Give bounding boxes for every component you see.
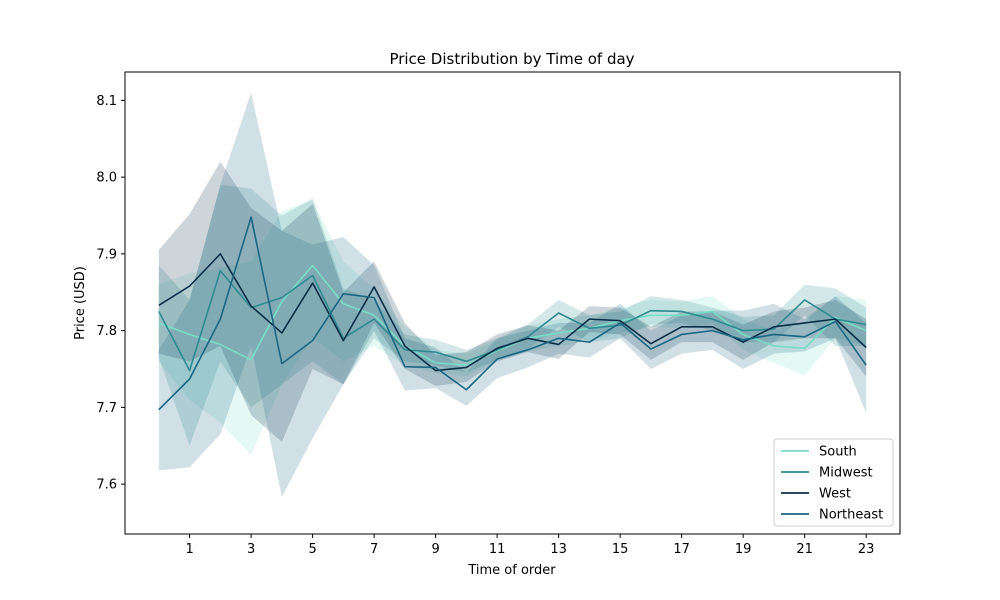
band-west [158,161,867,442]
y-tick-label: 7.6 [96,478,117,493]
legend-label-south: South [819,445,857,460]
x-axis-label: Time of order [467,563,556,578]
y-tick-label: 7.9 [96,247,117,262]
x-tick-label: 23 [858,542,875,557]
y-tick-label: 8.1 [96,94,117,109]
confidence-bands [158,92,867,498]
x-tick-label: 5 [308,542,316,557]
x-tick-label: 19 [735,542,752,557]
x-axis-ticks: 1 3 5 7 9 11 13 15 17 19 21 23 [185,534,874,557]
x-tick-label: 15 [612,542,629,557]
band-south [158,200,867,455]
x-tick-label: 7 [370,542,378,557]
x-tick-label: 3 [247,542,255,557]
y-axis-label: Price (USD) [73,266,88,340]
x-tick-label: 1 [185,542,193,557]
chart-title: Price Distribution by Time of day [389,50,634,68]
legend-label-midwest: Midwest [819,466,873,481]
y-tick-label: 7.7 [96,401,117,416]
series-lines [158,216,867,411]
y-axis-ticks: 7.6 7.7 7.8 7.9 8.0 8.1 [96,94,125,493]
y-tick-label: 7.8 [96,324,117,339]
y-tick-label: 8.0 [96,171,117,186]
legend-label-west: West [819,487,851,502]
x-tick-label: 9 [431,542,439,557]
x-tick-label: 11 [489,542,506,557]
line-northeast [158,216,867,411]
x-tick-label: 13 [550,542,567,557]
line-south [158,264,867,366]
legend: South Midwest West Northeast [773,438,894,527]
legend-label-northeast: Northeast [819,508,883,523]
x-tick-label: 17 [673,542,690,557]
band-northeast [158,92,867,498]
band-midwest [158,184,867,446]
x-tick-label: 21 [796,542,813,557]
legend-box [773,438,894,527]
plot-frame [124,71,901,535]
